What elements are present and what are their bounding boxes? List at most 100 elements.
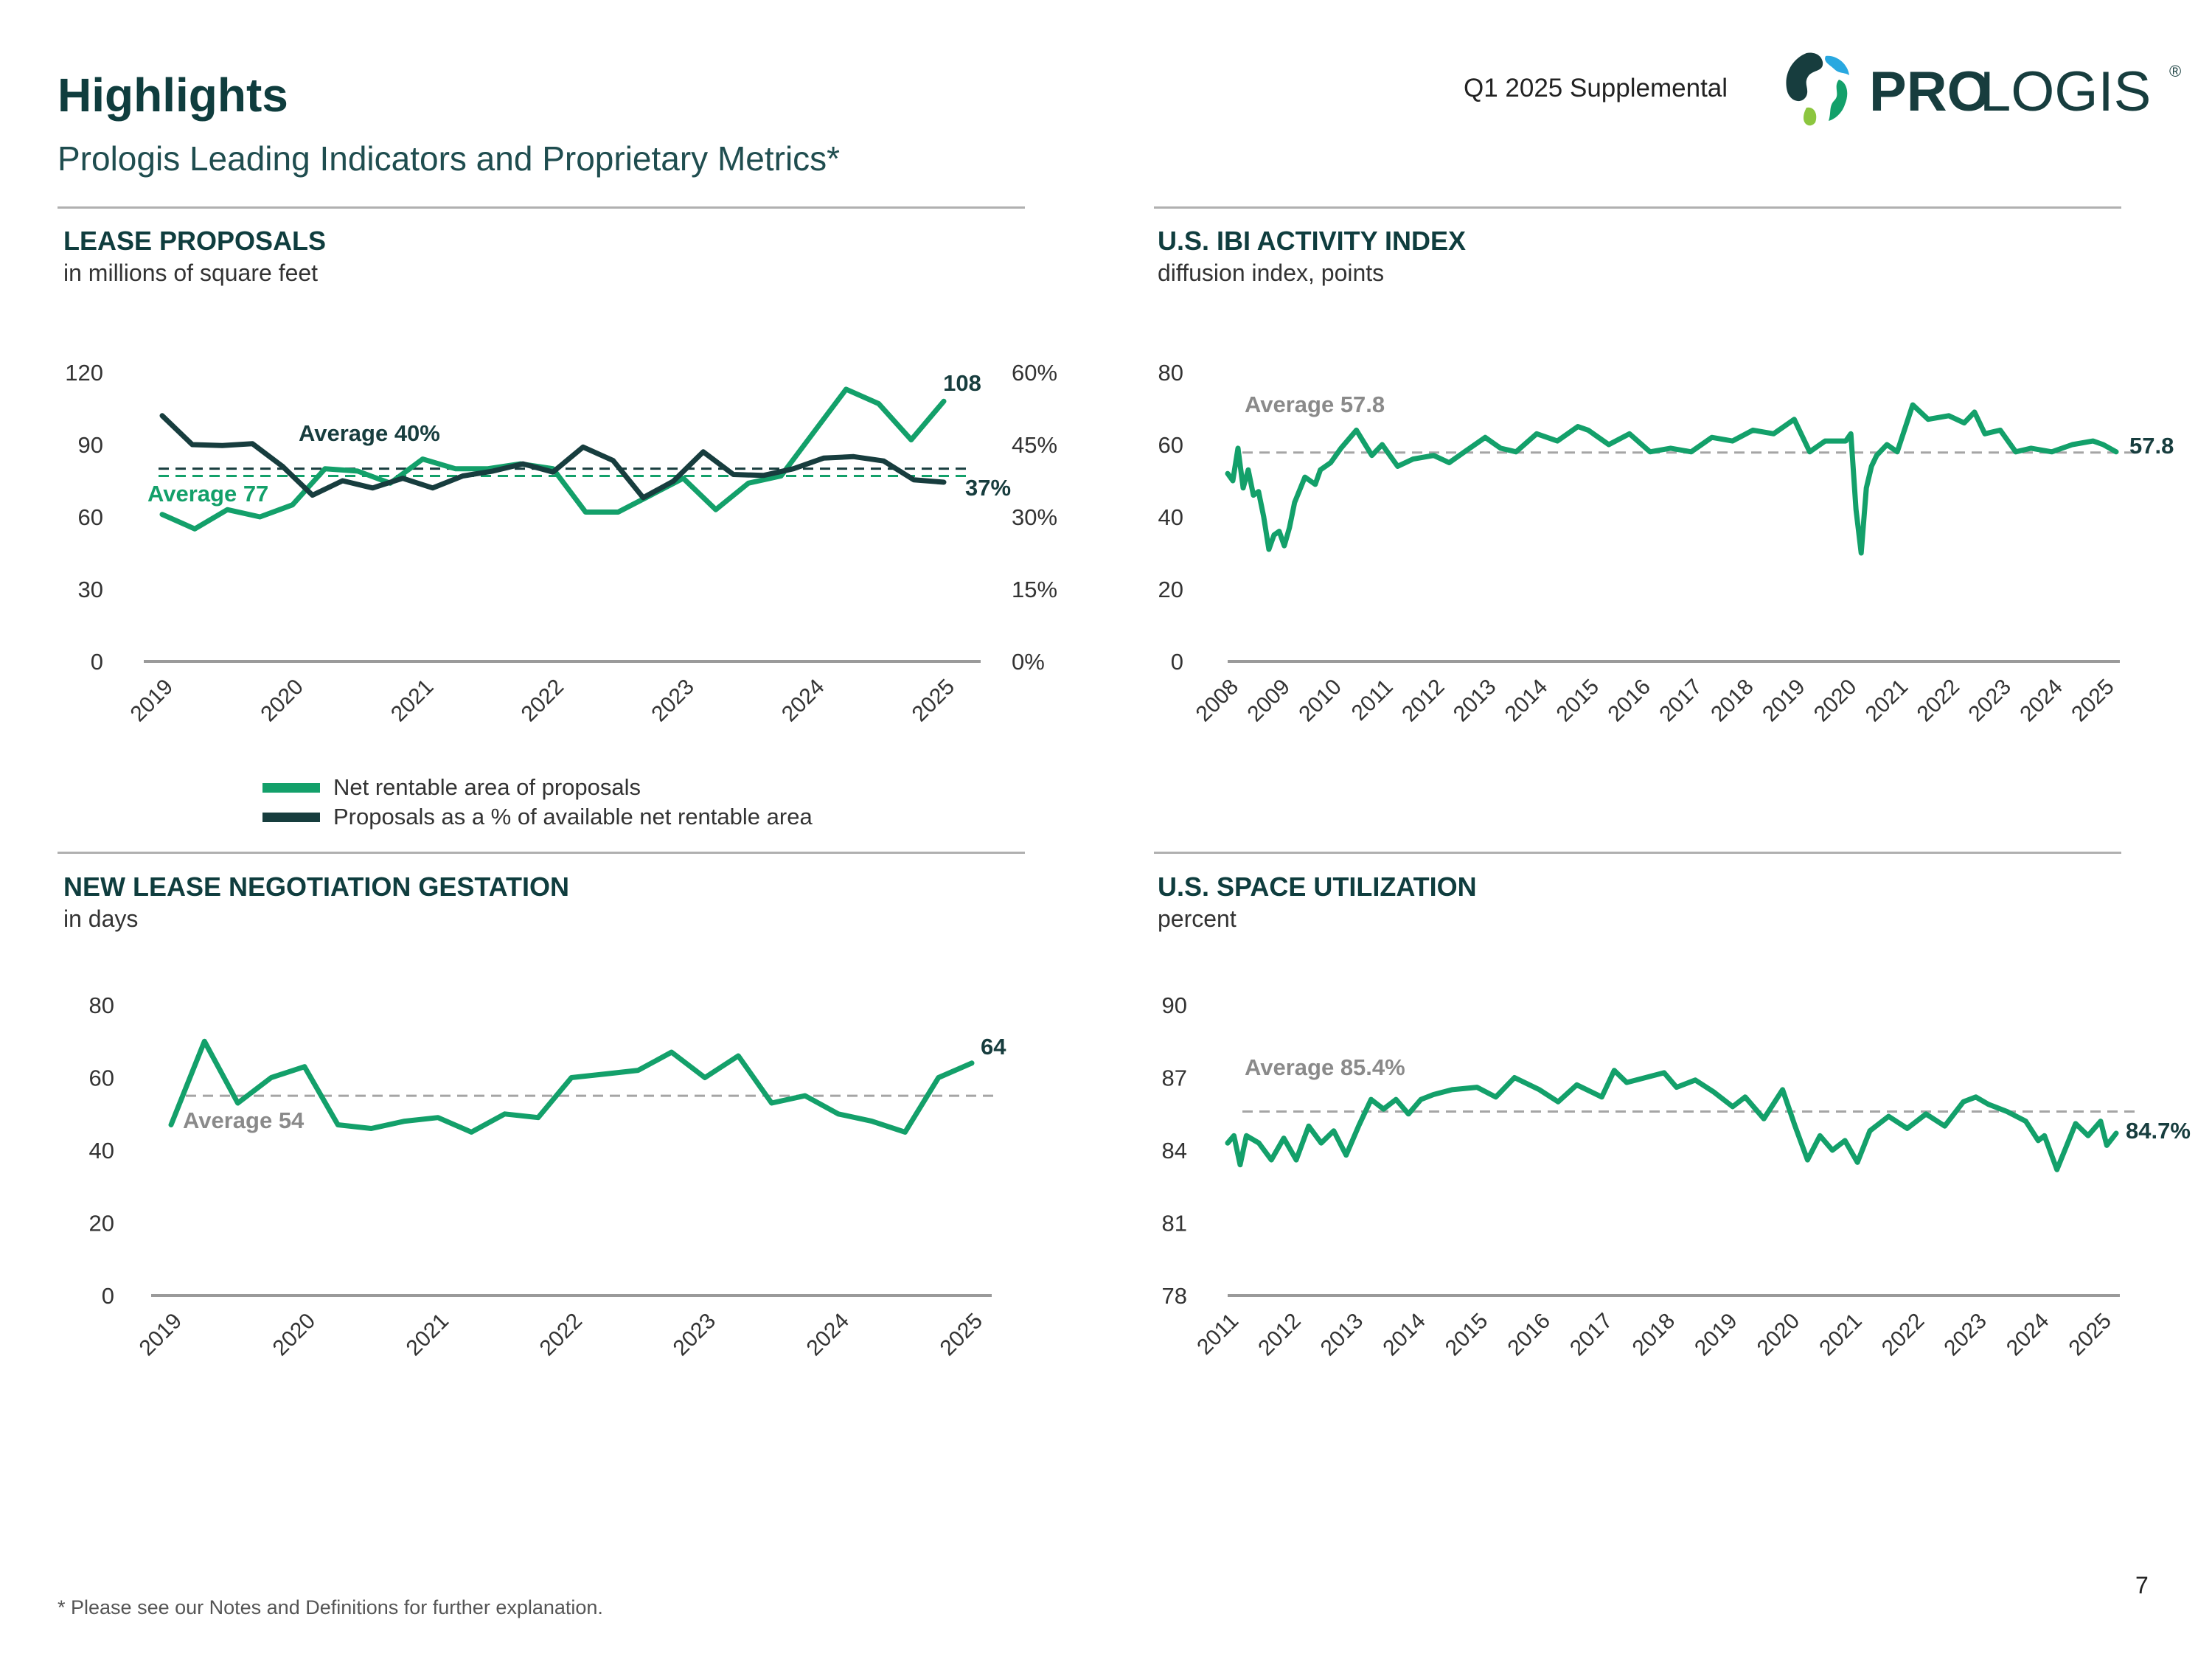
logo-text-light: LOGIS bbox=[1980, 60, 2151, 123]
y-tick-label: 78 bbox=[1162, 1283, 1187, 1309]
legend-swatch-dark bbox=[262, 813, 320, 822]
x-tick-label: 2025 bbox=[2067, 675, 2119, 727]
y-tick-label: 84 bbox=[1162, 1138, 1187, 1164]
x-tick-label: 2017 bbox=[1655, 675, 1707, 727]
y-tick-label: 81 bbox=[1162, 1211, 1187, 1237]
x-tick-label: 2018 bbox=[1628, 1309, 1680, 1361]
x-tick-label: 2024 bbox=[2002, 1309, 2054, 1361]
page-title: Highlights bbox=[58, 69, 288, 122]
chart-subtitle-lease-proposals: in millions of square feet bbox=[63, 260, 319, 286]
x-tick-label: 2019 bbox=[1758, 675, 1810, 727]
y-tick-label: 87 bbox=[1162, 1065, 1187, 1091]
x-tick-label: 2015 bbox=[1441, 1309, 1493, 1361]
series-line bbox=[1225, 402, 2119, 556]
chart-title-lease-proposals: LEASE PROPOSALS bbox=[63, 226, 327, 256]
divider-top-left bbox=[58, 206, 1025, 209]
x-tick-label: 2020 bbox=[1809, 675, 1862, 727]
x-tick-label: 2011 bbox=[1347, 675, 1398, 726]
logo-registered-mark: ® bbox=[2169, 62, 2181, 80]
x-tick-label: 2009 bbox=[1243, 675, 1295, 727]
y-tick-label: 90 bbox=[78, 432, 103, 458]
x-tick-label: 2016 bbox=[1603, 675, 1655, 727]
x-tick-label: 2022 bbox=[1877, 1309, 1930, 1361]
end-label: 84.7% bbox=[2126, 1118, 2191, 1144]
legend-item-net-rentable-area: Net rentable area of proposals bbox=[262, 773, 897, 802]
y-tick-label: 40 bbox=[1158, 504, 1183, 530]
legend-item-proposals-pct: Proposals as a % of available net rentab… bbox=[262, 802, 897, 832]
y-tick-label: 60 bbox=[1158, 432, 1183, 458]
y2-tick-label: 0% bbox=[1012, 649, 1045, 675]
end-label: 64 bbox=[981, 1034, 1006, 1060]
x-tick-label: 2024 bbox=[2015, 675, 2067, 727]
average-label: Average 77 bbox=[147, 481, 268, 507]
y2-tick-label: 60% bbox=[1012, 360, 1057, 386]
series-line bbox=[159, 413, 947, 501]
chart-subtitle-ibi: diffusion index, points bbox=[1158, 260, 1385, 286]
page-number: 7 bbox=[2135, 1572, 2149, 1599]
divider-top-right bbox=[1154, 206, 2121, 209]
y-tick-label: 30 bbox=[78, 577, 103, 602]
x-tick-label: 2022 bbox=[1913, 675, 1965, 727]
x-tick-label: 2010 bbox=[1294, 675, 1346, 727]
chart-subtitle-gestation: in days bbox=[63, 905, 139, 932]
chart-title-gestation: NEW LEASE NEGOTIATION GESTATION bbox=[63, 872, 570, 902]
x-tick-label: 2017 bbox=[1565, 1309, 1618, 1361]
x-tick-label: 2015 bbox=[1552, 675, 1604, 727]
end-label: 57.8 bbox=[2129, 433, 2174, 459]
x-tick-label: 2023 bbox=[1964, 675, 2016, 727]
legend-label-proposals-pct: Proposals as a % of available net rentab… bbox=[333, 804, 813, 830]
logo-text-bold: PRO bbox=[1869, 60, 1991, 123]
y-tick-label: 0 bbox=[1171, 649, 1183, 675]
y-tick-label: 80 bbox=[1158, 360, 1183, 386]
x-tick-label: 2013 bbox=[1316, 1309, 1368, 1361]
y-tick-label: 80 bbox=[89, 992, 114, 1018]
x-tick-label: 2011 bbox=[1192, 1309, 1243, 1360]
y-tick-label: 0 bbox=[91, 649, 103, 675]
footnote: * Please see our Notes and Definitions f… bbox=[58, 1596, 603, 1618]
series-line bbox=[1225, 1068, 2119, 1172]
x-tick-label: 2012 bbox=[1397, 675, 1450, 727]
y-tick-label: 20 bbox=[1158, 577, 1183, 602]
y2-tick-label: 45% bbox=[1012, 432, 1057, 458]
supplemental-label: Q1 2025 Supplemental bbox=[1464, 74, 1728, 102]
y-tick-label: 0 bbox=[102, 1283, 114, 1309]
y-tick-label: 60 bbox=[78, 504, 103, 530]
globe-icon bbox=[1786, 52, 1849, 126]
lease-proposals-legend: Net rentable area of proposals Proposals… bbox=[262, 773, 897, 832]
x-tick-label: 2008 bbox=[1192, 675, 1244, 727]
legend-swatch-green bbox=[262, 783, 320, 793]
y-tick-label: 120 bbox=[65, 360, 103, 386]
y2-tick-label: 30% bbox=[1012, 504, 1057, 530]
x-tick-label: 2014 bbox=[1500, 675, 1553, 727]
x-tick-label: 2016 bbox=[1503, 1309, 1555, 1361]
chart-title-space-utilization: U.S. SPACE UTILIZATION bbox=[1158, 872, 1477, 902]
end-label: 108 bbox=[943, 370, 981, 396]
y-tick-label: 40 bbox=[89, 1138, 114, 1164]
x-tick-label: 2021 bbox=[1861, 675, 1913, 727]
x-tick-label: 2014 bbox=[1378, 1309, 1430, 1361]
x-tick-label: 2012 bbox=[1253, 1309, 1306, 1361]
x-tick-label: 2021 bbox=[1815, 1309, 1867, 1361]
average-label: Average 85.4% bbox=[1245, 1054, 1405, 1080]
average-label: Average 40% bbox=[299, 420, 440, 446]
y-tick-label: 20 bbox=[89, 1211, 114, 1237]
page-subtitle: Prologis Leading Indicators and Propriet… bbox=[58, 139, 841, 178]
end-label: 37% bbox=[965, 475, 1011, 501]
average-label: Average 54 bbox=[183, 1107, 305, 1133]
y2-tick-label: 15% bbox=[1012, 577, 1057, 602]
x-tick-label: 2025 bbox=[2065, 1309, 2117, 1361]
prologis-logo: PRO LOGIS ® bbox=[1786, 52, 2181, 126]
x-tick-label: 2019 bbox=[1690, 1309, 1742, 1361]
x-tick-label: 2018 bbox=[1706, 675, 1759, 727]
divider-mid-right bbox=[1154, 852, 2121, 854]
chart-subtitle-space-utilization: percent bbox=[1158, 905, 1237, 932]
y-tick-label: 90 bbox=[1162, 992, 1187, 1018]
x-tick-label: 2013 bbox=[1449, 675, 1501, 727]
x-tick-label: 2020 bbox=[1753, 1309, 1805, 1361]
x-tick-label: 2023 bbox=[1939, 1309, 1992, 1361]
legend-label-net-rentable-area: Net rentable area of proposals bbox=[333, 774, 641, 800]
